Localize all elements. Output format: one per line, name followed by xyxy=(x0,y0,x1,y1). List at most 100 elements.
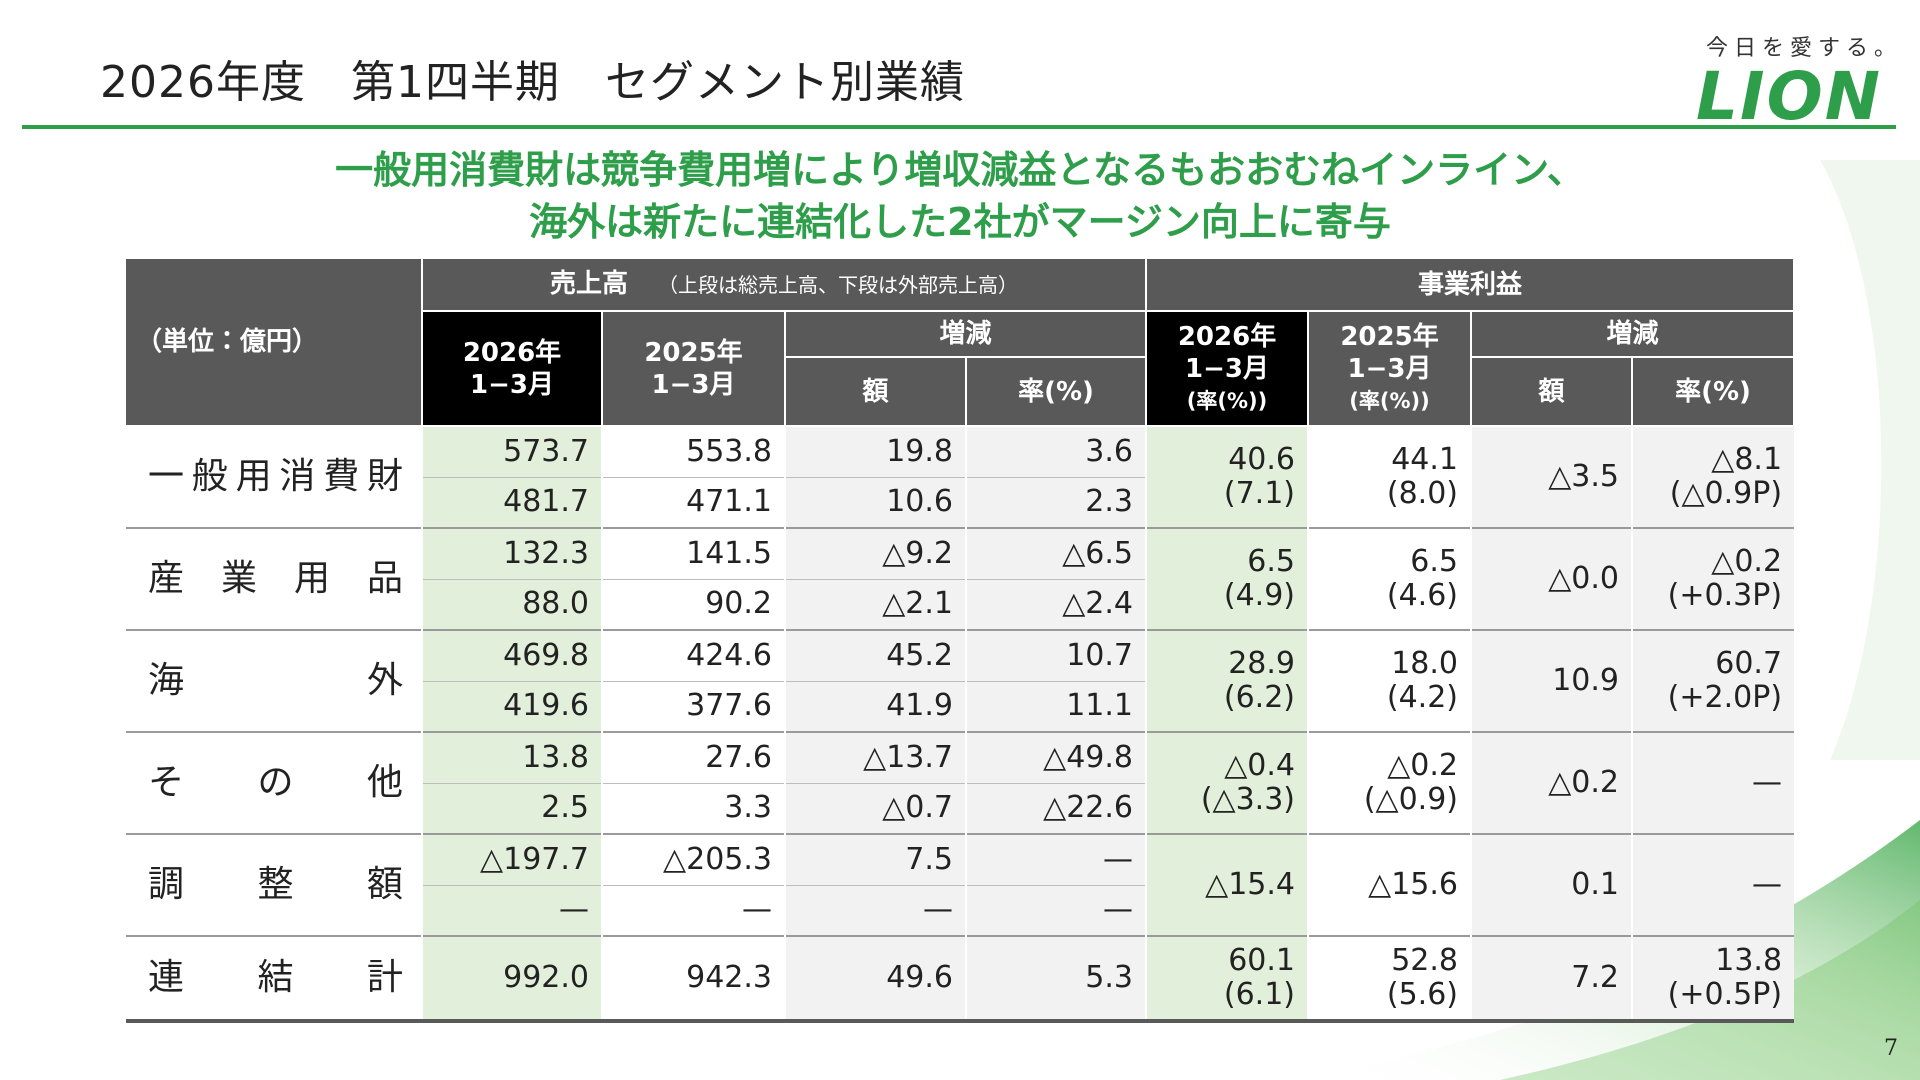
profit-line: △0.2 xyxy=(1387,748,1459,783)
sales-cell: 10.7 xyxy=(964,629,1147,681)
sales-header: 売上高 （上段は総売上高、下段は外部売上高） xyxy=(420,257,1148,312)
profit-line: (+2.0P) xyxy=(1667,680,1783,715)
profit-cell: 60.7 (+2.0P) xyxy=(1631,629,1795,732)
profit-cell: 6.5 (4.6) xyxy=(1307,527,1472,630)
header-line: 1−3月 xyxy=(651,369,736,400)
profit-line: 0.1 xyxy=(1571,867,1620,902)
profit-line: (+0.3P) xyxy=(1667,578,1783,613)
profit-header: 事業利益 xyxy=(1145,257,1796,312)
header-line: 1−3月 xyxy=(1185,353,1269,384)
profit-cell: 60.1 (6.1) xyxy=(1145,935,1309,1023)
profit-cell: △0.4 (△3.3) xyxy=(1145,731,1309,834)
profit-line: 10.9 xyxy=(1552,663,1620,698)
sales-title: 売上高 xyxy=(550,269,629,299)
profit-cell: — xyxy=(1631,833,1795,936)
column-header: 2026年 1−3月 xyxy=(421,310,603,427)
column-header: 増減 xyxy=(783,310,1148,358)
profit-cell: 13.8 (+0.5P) xyxy=(1631,935,1795,1023)
sales-cell: △205.3 xyxy=(601,833,785,885)
profit-cell: △0.2 (+0.3P) xyxy=(1631,527,1795,630)
sales-cell: 90.2 xyxy=(601,578,785,630)
column-header: 2026年 1−3月 (率(%)) xyxy=(1145,310,1310,427)
sales-cell: 419.6 xyxy=(421,680,602,732)
profit-cell: 10.9 xyxy=(1470,629,1633,732)
table-row: 連結計 992.0 942.3 49.6 5.3 60.1 (6.1) 52.8 (5.6) 7.… xyxy=(126,935,1795,1023)
profit-line: △0.2 xyxy=(1548,765,1620,800)
profit-line: (7.1) xyxy=(1223,476,1296,511)
profit-line: (△0.9P) xyxy=(1669,476,1783,511)
table-row: その他 13.8 27.6 △13.7 △49.8 △0.4 (△3.3) △0.2 (△0.9… xyxy=(126,731,1795,834)
header-line: 1−3月 xyxy=(1347,353,1432,384)
segment-label: 一般用消費財 xyxy=(126,425,422,528)
sales-cell: 13.8 xyxy=(421,731,602,783)
profit-cell: △0.0 xyxy=(1470,527,1633,630)
profit-cell: 52.8 (5.6) xyxy=(1307,935,1472,1023)
header-line: 2026年 xyxy=(1177,321,1277,352)
profit-cell: △8.1 (△0.9P) xyxy=(1631,425,1795,528)
sales-cell: — xyxy=(421,884,602,936)
sales-cell: 424.6 xyxy=(601,629,785,681)
table-row: — — — — xyxy=(126,884,1794,936)
sales-cell: — xyxy=(964,884,1147,936)
profit-line: (8.0) xyxy=(1386,476,1459,511)
profit-line: 7.2 xyxy=(1571,960,1620,995)
profit-cell: 7.2 xyxy=(1470,935,1633,1023)
sales-cell: 27.6 xyxy=(601,731,785,783)
sales-cell: 992.0 xyxy=(421,935,602,1023)
logo-tagline: 今日を愛する。 xyxy=(1706,36,1903,61)
profit-cell: 28.9 (6.2) xyxy=(1145,629,1309,732)
headline-line: 海外は新たに連結化した2社がマージン向上に寄与 xyxy=(529,200,1391,244)
profit-line: (4.2) xyxy=(1386,680,1459,715)
segment-label: その他 xyxy=(126,731,422,834)
profit-cell: 44.1 (8.0) xyxy=(1307,425,1472,528)
profit-cell: △0.2 (△0.9) xyxy=(1307,731,1472,834)
sales-cell: 942.3 xyxy=(601,935,785,1023)
sales-cell: 573.7 xyxy=(421,425,602,477)
sales-cell: △197.7 xyxy=(421,833,602,885)
header-line: 2026年 xyxy=(462,337,562,368)
profit-line: △3.5 xyxy=(1548,459,1620,494)
column-header: 2025年 1−3月 (率(%)) xyxy=(1307,310,1473,427)
sales-cell: △13.7 xyxy=(784,731,966,783)
segment-table: （単位：億円） 売上高 （上段は総売上高、下段は外部売上高） 事業利益 2026年… xyxy=(126,257,1796,1023)
profit-line: — xyxy=(1752,867,1783,902)
table-row: 419.6 377.6 41.9 11.1 xyxy=(126,680,1794,732)
profit-cell: △15.4 xyxy=(1145,833,1309,936)
header-line: (率(%)) xyxy=(1349,388,1430,413)
sales-cell: 88.0 xyxy=(421,578,602,630)
profit-line: △15.4 xyxy=(1205,867,1296,902)
unit-label: （単位：億円） xyxy=(126,257,423,427)
column-header: 額 xyxy=(784,356,967,427)
slide-title: 2026年度 第1四半期 セグメント別業績 xyxy=(100,57,965,108)
segment-label: 連結計 xyxy=(126,935,422,1023)
column-header: 増減 xyxy=(1470,310,1796,358)
profit-cell: 6.5 (4.9) xyxy=(1145,527,1309,630)
header-line: 2025年 xyxy=(644,337,743,368)
segment-label: 産業用品 xyxy=(126,527,422,630)
profit-line: 13.8 xyxy=(1715,943,1783,978)
sales-cell: 19.8 xyxy=(784,425,966,477)
sales-cell: △2.1 xyxy=(784,578,966,630)
sales-cell: △6.5 xyxy=(964,527,1147,579)
sales-cell: 2.5 xyxy=(421,782,602,834)
column-header: 率(%) xyxy=(1631,356,1796,427)
header-line: 2025年 xyxy=(1340,321,1439,352)
profit-line: (4.6) xyxy=(1386,578,1459,613)
sales-cell: — xyxy=(784,884,966,936)
sales-cell: △2.4 xyxy=(964,578,1147,630)
sales-cell: 471.1 xyxy=(601,476,785,528)
profit-line: 6.5 xyxy=(1247,544,1296,579)
table-row: 481.7 471.1 10.6 2.3 xyxy=(126,476,1794,528)
profit-line: 44.1 xyxy=(1391,442,1459,477)
logo: LION xyxy=(1696,58,1882,135)
profit-line: (△0.9) xyxy=(1363,782,1459,817)
profit-line: (6.1) xyxy=(1223,977,1296,1012)
sales-cell: △0.7 xyxy=(784,782,966,834)
sales-cell: 3.3 xyxy=(601,782,785,834)
sales-cell: 377.6 xyxy=(601,680,785,732)
segment-label: 海外 xyxy=(126,629,422,732)
header-line: (率(%)) xyxy=(1186,388,1268,413)
sales-cell: 10.6 xyxy=(784,476,966,528)
sales-cell: — xyxy=(964,833,1147,885)
profit-line: 40.6 xyxy=(1228,442,1296,477)
